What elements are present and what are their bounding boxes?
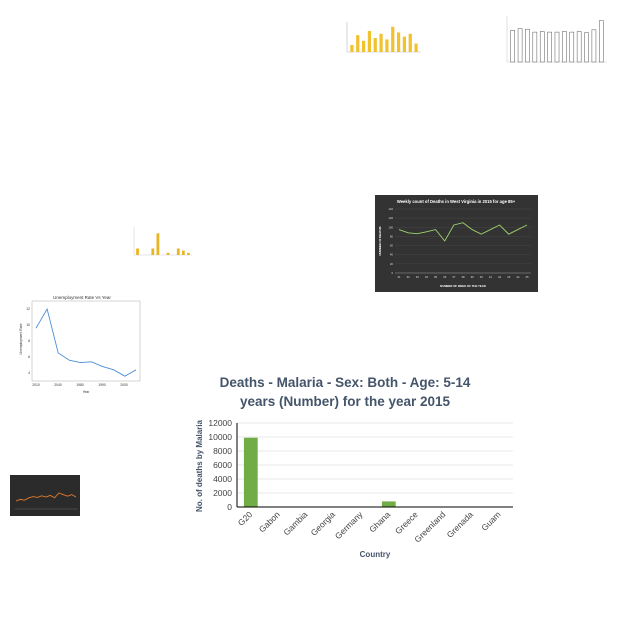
bar [176,248,180,255]
x-tick-label: 2040 [54,383,62,387]
unemployment-line-chart: Unemployment Rate Vs Year Unemployment R… [18,291,142,396]
bar [408,33,412,52]
y-axis-label: NUMBER OF DEATHS [378,226,382,255]
thumb-bar-chart-white [497,6,609,72]
chart-background [497,6,609,72]
y-tick-label: 4 [28,371,30,375]
bar [151,248,155,255]
chart-title: Unemployment Rate Vs Year [53,295,111,300]
bar [576,31,582,63]
y-tick-label: 0 [391,271,393,275]
series-line [35,307,137,377]
bar [136,248,139,255]
x-tick-label: 34 [425,275,429,279]
x-axis-label: NUMBER OF WEEK OF THE YEAR [440,284,486,288]
bar [187,252,190,255]
thumb-bar-chart-gold [122,217,194,269]
y-tick-label: 120 [388,216,393,220]
chart-title: Weekly count of Deaths in West Virginia … [397,199,516,204]
bar [361,40,366,52]
series-line [15,492,77,502]
bar [525,28,530,63]
bar [517,28,523,63]
x-tick-label: 35 [434,275,438,279]
y-tick-label: 8 [28,339,30,343]
bar [396,32,401,52]
x-tick-label: 38 [461,275,465,279]
x-tick-label: 39 [471,275,475,279]
x-axis-label: Year [83,390,91,394]
y-tick-label: 100 [388,225,393,229]
x-tick-label: 1990 [98,383,106,387]
y-tick-label: 60 [390,244,394,248]
x-tick-label: 36 [443,275,447,279]
y-tick-label: 12 [26,307,30,311]
malaria-deaths-bar-chart: Deaths - Malaria - Sex: Both - Age: 5-14… [190,368,530,568]
bar [562,31,567,63]
bar [350,45,354,52]
y-tick-label: 6 [28,355,30,359]
y-tick-label: 80 [390,234,394,238]
y-tick-label: 20 [390,262,394,266]
bar [385,39,389,52]
plot-frame [31,300,141,382]
x-tick-label: 1980 [76,383,84,387]
x-tick-label: 32 [407,275,411,279]
bar [532,31,538,63]
chart-background [333,12,423,70]
bar [569,31,575,63]
x-tick-label: 33 [416,275,420,279]
thumb-bar-chart-yellow [333,12,423,70]
bar [554,31,560,63]
x-tick-label: 44 [516,275,520,279]
y-tick-label: 10 [26,323,30,327]
y-axis-label: No. of deaths by Malaria [195,419,204,512]
chart-background [375,195,538,292]
bar [599,20,604,63]
series-line [398,222,528,242]
x-tick-label: 31 [397,275,401,279]
x-tick-label: 37 [452,275,456,279]
bar [547,31,552,63]
chart-title-line-2: years (Number) for the year 2015 [240,394,451,409]
bar [243,437,258,507]
y-tick-label: 140 [388,207,393,211]
x-tick-label: 43 [507,275,511,279]
x-axis-label: Country [360,550,391,559]
y-axis-label: Unemployment Rate [19,323,23,354]
bar [381,501,396,507]
y-tick-label: 10000 [208,432,232,442]
bar [156,233,160,255]
bar [166,252,170,255]
y-tick-label: 8000 [213,446,232,456]
bar [379,33,383,52]
bar [591,29,597,63]
y-tick-label: 6000 [213,460,232,470]
y-tick-label: 12000 [208,418,232,428]
y-tick-label: 0 [227,502,232,512]
chart-background [18,291,142,396]
bar [539,31,545,63]
x-tick-label: 2010 [32,383,40,387]
bar [414,43,418,52]
bar [373,38,377,52]
bar [356,35,360,52]
x-tick-label: 40 [480,275,484,279]
bar [402,36,407,52]
x-tick-label: 42 [498,275,502,279]
x-tick-label: 41 [489,275,493,279]
bar [181,250,185,255]
bar [367,31,372,52]
y-tick-label: 4000 [213,474,232,484]
bar [391,26,395,52]
y-tick-label: 2000 [213,488,232,498]
bar [510,30,515,63]
west-virginia-deaths-line-chart: Weekly count of Deaths in West Virginia … [375,195,538,292]
x-tick-label: 45 [525,275,529,279]
thumb-dark-line-chart [10,475,80,516]
x-tick-label: 2000 [120,383,128,387]
y-tick-label: 40 [390,253,394,257]
bar [584,32,589,63]
chart-title-line-1: Deaths - Malaria - Sex: Both - Age: 5-14 [220,375,471,390]
